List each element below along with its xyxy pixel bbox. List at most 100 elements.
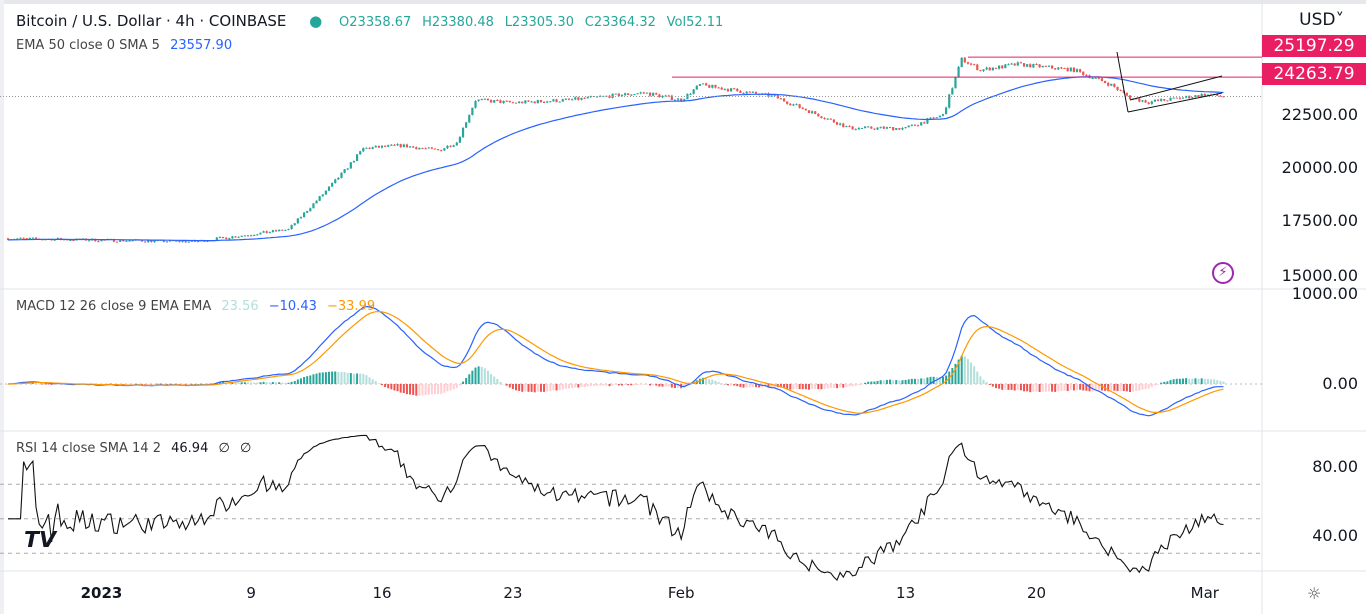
macd-histogram-bar	[262, 381, 265, 384]
macd-histogram-bar	[864, 382, 867, 384]
candle-body	[290, 225, 293, 229]
macd-histogram-bar	[458, 384, 461, 386]
macd-histogram-bar	[702, 377, 705, 384]
macd-legend[interactable]: MACD 12 26 close 9 EMA EMA 23.56 −10.43 …	[16, 299, 381, 314]
candle-body	[122, 239, 125, 242]
macd-histogram-bar	[156, 383, 159, 385]
macd-histogram-bar	[932, 376, 935, 384]
price-tick: 20000.00	[1281, 158, 1358, 177]
candle-body	[636, 93, 639, 95]
candle-body	[250, 235, 253, 237]
time-tick: Mar	[1190, 584, 1219, 602]
candle-body	[726, 89, 730, 92]
lightning-alert-icon[interactable]: ⚡	[1212, 262, 1234, 284]
candle-body	[1172, 97, 1175, 99]
candle-body	[1188, 95, 1191, 99]
macd-histogram-bar	[1057, 384, 1060, 392]
macd-histogram-bar	[783, 384, 786, 389]
macd-histogram-bar	[337, 372, 340, 384]
macd-value: −10.43	[268, 299, 317, 314]
candle-body	[499, 100, 502, 104]
macd-histogram-bar	[278, 382, 281, 384]
candle-body	[773, 95, 776, 97]
macd-histogram-bar	[860, 384, 863, 385]
macd-histogram-bar	[306, 376, 309, 384]
macd-histogram-bar	[409, 384, 412, 395]
candle-body	[302, 212, 306, 218]
candle-body	[1047, 65, 1051, 67]
candle-body	[374, 146, 377, 148]
candle-body	[904, 127, 907, 129]
macd-histogram-bar	[290, 381, 293, 384]
macd-histogram-bar	[811, 384, 814, 390]
candle-body	[1181, 97, 1185, 99]
macd-histogram-bar	[1172, 379, 1175, 384]
candle-body	[355, 154, 359, 161]
macd-histogram-bar	[673, 384, 676, 388]
macd-histogram-bar	[440, 384, 443, 394]
macd-histogram-bar	[412, 384, 415, 395]
macd-histogram-bar	[1038, 384, 1041, 392]
candle-body	[181, 241, 184, 243]
rsi-tick: 40.00	[1312, 526, 1358, 545]
candle-body	[661, 95, 664, 98]
macd-histogram-bar	[817, 384, 820, 390]
candle-body	[779, 98, 783, 100]
macd-histogram-bar	[839, 384, 842, 388]
macd-histogram-bar	[1203, 378, 1206, 384]
rsi-legend[interactable]: RSI 14 close SMA 14 2 46.94 ∅ ∅	[16, 441, 257, 456]
candle-body	[408, 146, 412, 148]
candle-body	[1026, 64, 1029, 67]
candle-body	[477, 99, 480, 101]
candle-body	[860, 128, 864, 130]
macd-histogram-bar	[655, 384, 658, 386]
macd-histogram-bar	[917, 378, 920, 384]
candle-body	[315, 200, 318, 204]
candle-body	[655, 93, 658, 95]
macd-histogram-bar	[938, 377, 941, 384]
candle-body	[994, 67, 998, 69]
candle-body	[1200, 93, 1203, 97]
candle-body	[804, 108, 807, 111]
candle-body	[801, 107, 804, 109]
ema-legend[interactable]: EMA 50 close 0 SMA 5 23557.90	[16, 38, 238, 53]
macd-histogram-bar	[991, 384, 994, 387]
candle-body	[165, 241, 169, 243]
macd-histogram-bar	[670, 384, 673, 388]
macd-histogram-bar	[942, 376, 944, 384]
candle-body	[281, 229, 284, 231]
macd-histogram-bar	[751, 384, 754, 387]
macd-histogram-bar	[982, 379, 985, 384]
symbol-title[interactable]: Bitcoin / U.S. Dollar · 4h · COINBASE	[16, 12, 287, 30]
currency-selector[interactable]: USD˅	[1299, 10, 1344, 30]
macd-histogram-bar	[929, 376, 932, 384]
macd-histogram-bar	[711, 379, 714, 384]
macd-histogram-bar	[536, 384, 539, 392]
candle-body	[293, 223, 296, 226]
macd-histogram-bar	[405, 384, 408, 395]
candle-body	[739, 90, 742, 94]
macd-histogram-bar	[184, 384, 187, 385]
macd-histogram-bar	[558, 384, 561, 391]
candle-body	[228, 238, 231, 240]
candle-body	[611, 93, 614, 98]
settings-gear-icon[interactable]: ☼	[1307, 584, 1322, 603]
macd-histogram-bar	[150, 384, 153, 385]
macd-histogram-bar	[1138, 384, 1141, 391]
macd-histogram-bar	[602, 384, 605, 386]
macd-histogram-bar	[1091, 384, 1094, 392]
trendline	[1116, 51, 1129, 113]
macd-histogram-bar	[359, 373, 362, 384]
macd-histogram-bar	[1160, 382, 1163, 384]
macd-histogram-bar	[907, 379, 910, 384]
macd-histogram-bar	[468, 374, 471, 384]
candle-body	[907, 125, 910, 128]
macd-histogram-bar	[568, 384, 570, 389]
candle-body	[845, 126, 848, 128]
symbol-legend: Bitcoin / U.S. Dollar · 4h · COINBASE ● …	[16, 12, 729, 30]
candle-body	[689, 93, 692, 95]
candle-body	[240, 235, 243, 237]
macd-histogram-bar	[599, 384, 602, 386]
candle-body	[567, 98, 571, 100]
